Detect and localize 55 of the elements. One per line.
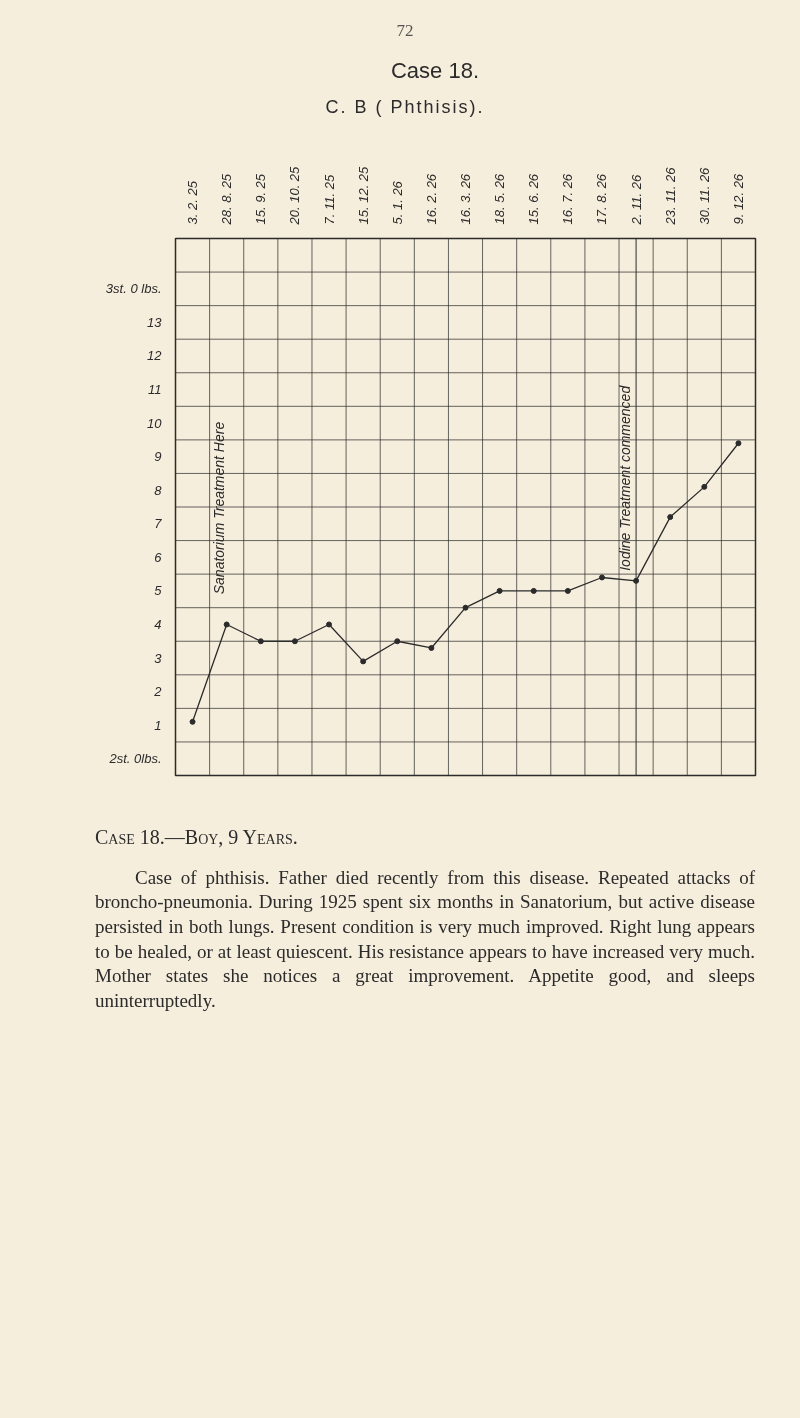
- point: [667, 514, 674, 521]
- text: Case of phthisis. Father died recently from this disease. Repeated attacks of broncho-pneumonia. During 1925 spent six months in Sanatorium, but active disease persisted in both lungs. Present condition is very much improved. Right lung appears to be healed, or at least quiescent. His resistance appears to have increased very much. Mother states she notices a great improvement. Appetite good, and sleeps uninterruptedly.: [95, 865, 755, 1013]
- y-tick-label: 12: [147, 348, 163, 364]
- y-tick-label: 11: [148, 382, 162, 398]
- y-tick-label: 6: [154, 549, 163, 565]
- x-tick-label: 15. 12. 25: [355, 165, 371, 225]
- annotation: Sanatorium Treatment Here: [211, 421, 228, 595]
- x-tick-label: 5. 1. 26: [389, 180, 405, 225]
- x-tick-label: 16. 3. 26: [458, 173, 473, 225]
- y-tick-label: 5: [154, 583, 163, 599]
- chart-title: Case 18.: [390, 57, 480, 85]
- chart-subtitle: C. B ( Phthisis).: [325, 96, 485, 119]
- point: [428, 644, 435, 651]
- point: [735, 440, 742, 447]
- x-tick-label: 7. 11. 25: [321, 174, 337, 225]
- point: [462, 604, 469, 611]
- point: [291, 638, 298, 645]
- x-tick-label: 20. 10. 25: [287, 165, 303, 226]
- y-tick-label: 2st. 0lbs.: [108, 751, 162, 767]
- point: [530, 587, 537, 594]
- point: [496, 587, 503, 594]
- y-tick-label: 7: [154, 516, 163, 532]
- point: [564, 587, 571, 594]
- y-tick-label: 9: [154, 449, 162, 465]
- y-tick-label: 10: [147, 415, 163, 431]
- x-tick-label: 16. 2. 26: [423, 173, 439, 225]
- point: [394, 638, 401, 645]
- point: [223, 621, 230, 628]
- point: [598, 574, 605, 581]
- point: [701, 483, 708, 490]
- y-tick-label: 13: [147, 314, 163, 330]
- x-tick-label: 15. 9. 25: [253, 173, 269, 225]
- x-tick-label: 23. 11. 26: [662, 166, 678, 226]
- y-tick-label: 4: [154, 616, 162, 632]
- y-tick-label: 3st. 0 lbs.: [105, 281, 162, 297]
- x-tick-label: 28. 8. 25: [219, 173, 235, 226]
- x-tick-label: 15. 6. 26: [526, 173, 542, 225]
- x-tick-label: 9. 12. 26: [730, 173, 746, 225]
- text: 72: [396, 20, 414, 42]
- point: [326, 621, 333, 628]
- y-tick-label: 3: [154, 650, 163, 666]
- x-tick-label: 3. 2. 25: [185, 180, 201, 225]
- point: [360, 658, 367, 665]
- y-tick-label: 1: [154, 717, 162, 733]
- x-tick-label: 30. 11. 26: [696, 166, 712, 225]
- y-tick-label: 2: [153, 684, 163, 700]
- x-tick-label: 16. 7. 26: [560, 173, 576, 225]
- ref-line-label: Iodine Treatment commenced: [616, 384, 633, 571]
- point: [257, 638, 264, 645]
- text: Case 18.—Boy, 9 Years.: [95, 825, 299, 850]
- x-tick-label: 2. 11. 26: [628, 174, 644, 226]
- y-tick-label: 8: [154, 482, 163, 498]
- x-tick-label: 18. 5. 26: [492, 173, 508, 225]
- point: [189, 718, 196, 725]
- x-tick-label: 17. 8. 26: [594, 173, 610, 225]
